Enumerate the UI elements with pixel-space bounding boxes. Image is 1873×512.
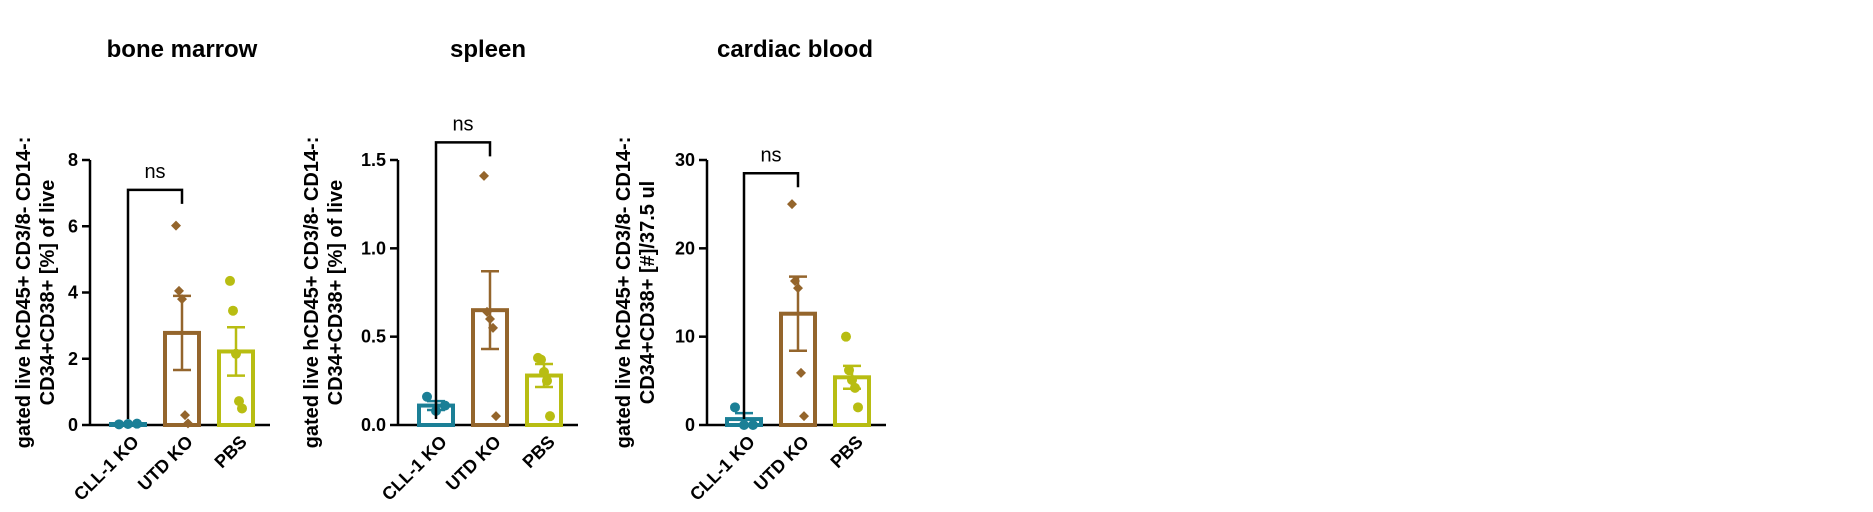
data-point — [440, 400, 450, 411]
data-point — [237, 403, 247, 414]
y-axis-label: gated live hCD45+ CD3/8- CD14-: — [613, 137, 635, 449]
y-tick-label: 0.5 — [361, 327, 386, 347]
y-axis-label: gated live hCD45+ CD3/8- CD14-: — [13, 137, 35, 449]
data-point — [841, 331, 851, 342]
data-point — [853, 402, 863, 413]
data-point — [114, 419, 124, 430]
y-tick-label: 1.5 — [361, 150, 386, 170]
data-point — [844, 365, 854, 376]
data-point — [730, 402, 740, 413]
data-point — [225, 275, 235, 286]
data-point — [228, 305, 238, 316]
y-tick-label: 6 — [68, 216, 78, 236]
y-tick-label: 1.0 — [361, 238, 386, 258]
data-point — [796, 367, 806, 378]
data-point — [793, 283, 803, 294]
data-point — [485, 314, 495, 324]
data-point — [542, 375, 552, 386]
significance-bracket — [126, 188, 184, 419]
data-point — [799, 411, 809, 422]
chart-title: spleen — [450, 36, 526, 63]
data-point — [177, 294, 187, 305]
y-tick-label: 4 — [68, 283, 78, 303]
x-category-label: PBS — [827, 432, 867, 472]
data-point — [171, 220, 181, 231]
x-category-label: PBS — [211, 432, 251, 472]
chart-title: cardiac blood — [717, 36, 873, 63]
significance-label: ns — [452, 113, 473, 135]
y-tick-label: 0 — [685, 415, 695, 435]
data-point — [491, 411, 501, 422]
data-point — [231, 348, 241, 359]
y-tick-label: 0 — [68, 415, 78, 435]
x-category-label: CLL-1 KO — [70, 432, 143, 505]
data-point — [123, 419, 133, 430]
x-category-label: CLL-1 KO — [378, 432, 451, 505]
y-tick-label: 20 — [675, 238, 695, 258]
chart-panel: cardiac blood gated live hCD45+ CD3/8- CD… — [613, 36, 886, 505]
data-point — [847, 374, 857, 385]
data-point — [748, 420, 758, 430]
data-point — [174, 285, 184, 296]
significance-label: ns — [144, 161, 165, 183]
significance-bracket — [434, 141, 492, 419]
data-point — [183, 418, 193, 429]
y-tick-label: 0.0 — [361, 415, 386, 435]
x-category-label: CLL-1 KO — [686, 432, 759, 505]
data-point — [422, 391, 432, 402]
x-category-label: UTD KO — [442, 432, 505, 495]
chart-panel: spleen gated live hCD45+ CD3/8- CD14-: CD3… — [301, 36, 578, 505]
data-point — [850, 382, 860, 393]
y-tick-label: 8 — [68, 150, 78, 170]
y-axis-label: CD34+CD38+ [%] of live — [325, 180, 347, 406]
y-tick-label: 30 — [675, 150, 695, 170]
significance-label: ns — [760, 144, 781, 166]
chart-title: bone marrow — [107, 36, 258, 63]
data-point — [488, 322, 498, 333]
significance-bracket — [742, 172, 800, 419]
y-tick-label: 10 — [675, 327, 695, 347]
data-point — [482, 306, 492, 317]
y-tick-label: 2 — [68, 349, 78, 369]
y-axis-label: CD34+CD38+ [#]/37.5 ul — [637, 181, 659, 404]
data-point — [479, 170, 489, 181]
chart-panel: bone marrow gated live hCD45+ CD3/8- CD14… — [13, 36, 270, 505]
x-category-label: PBS — [519, 432, 559, 472]
data-point — [539, 367, 549, 377]
data-point — [536, 354, 546, 365]
y-axis-label: CD34+CD38+ [%] of live — [37, 180, 59, 406]
data-point — [787, 199, 797, 210]
data-point — [132, 418, 142, 429]
data-point — [180, 410, 190, 421]
data-point — [545, 411, 555, 422]
data-point — [790, 276, 800, 287]
y-axis-label: gated live hCD45+ CD3/8- CD14-: — [301, 137, 323, 449]
x-category-label: UTD KO — [134, 432, 197, 495]
data-point — [739, 420, 749, 430]
x-category-label: UTD KO — [750, 432, 813, 495]
